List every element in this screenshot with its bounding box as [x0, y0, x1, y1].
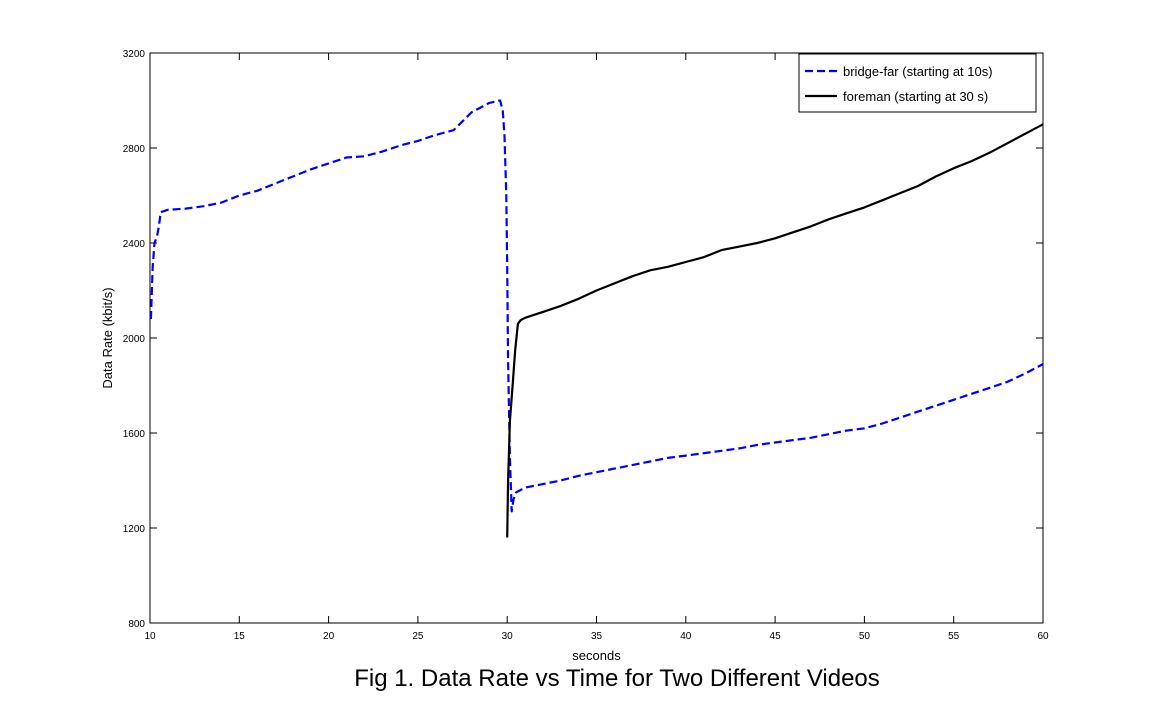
x-tick-label: 55 [948, 631, 960, 642]
plot-frame [149, 52, 1044, 624]
legend: bridge-far (starting at 10s) foreman (st… [798, 53, 1037, 113]
figure-caption: Fig 1. Data Rate vs Time for Two Differe… [354, 665, 880, 692]
series-layer [149, 99, 1044, 538]
y-tick-label: 1200 [123, 524, 146, 535]
x-tick-label: 35 [591, 631, 603, 642]
x-tick-label: 25 [412, 631, 424, 642]
legend-entry-bridge-far: bridge-far (starting at 10s) [843, 64, 993, 79]
y-axis-label: Data Rate (kbit/s) [100, 287, 115, 388]
y-tick-label: 3200 [123, 49, 146, 60]
x-tick-label: 60 [1037, 631, 1049, 642]
y-tick-label: 2800 [123, 144, 146, 155]
x-tick-label: 45 [770, 631, 782, 642]
x-tick-label: 20 [323, 631, 335, 642]
y-tick-label: 2400 [123, 239, 146, 250]
legend-box [798, 53, 1037, 113]
x-tick-label: 40 [680, 631, 692, 642]
x-tick-label: 15 [234, 631, 246, 642]
x-tick-label: 30 [502, 631, 514, 642]
x-tick-label: 10 [144, 631, 156, 642]
x-axis-label: seconds [572, 648, 621, 663]
y-tick-label: 1600 [123, 429, 146, 440]
x-tick-label: 50 [859, 631, 871, 642]
y-tick-label: 2000 [123, 334, 146, 345]
plot-area [149, 52, 1044, 624]
y-tick-label: 800 [128, 619, 145, 630]
series-line-foreman [506, 123, 1044, 538]
legend-entry-foreman: foreman (starting at 30 s) [843, 89, 988, 104]
series-line-bridge-far [149, 99, 1044, 513]
